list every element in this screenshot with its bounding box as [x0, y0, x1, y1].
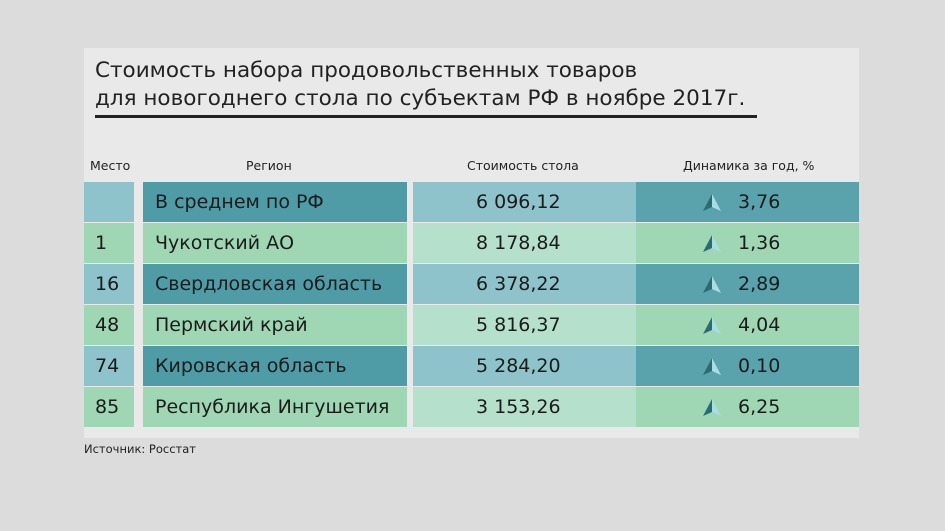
source-note: Источник: Росстат	[84, 442, 196, 456]
up-triangle-icon	[703, 399, 721, 416]
region-cell: Свердловская область	[143, 264, 407, 304]
change-cell: 4,04	[636, 305, 859, 345]
table-row: 48 Пермский край 5 816,37 4,04	[84, 305, 859, 345]
title-line-2: для новогоднего стола по субъектам РФ в …	[95, 86, 746, 111]
change-value: 6,25	[738, 396, 781, 418]
up-triangle-icon	[703, 317, 721, 334]
header-change: Динамика за год, %	[683, 158, 815, 173]
rank-cell: 48	[84, 305, 134, 345]
header-region: Регион	[246, 158, 292, 173]
rank-cell: 1	[84, 223, 134, 263]
rank-cell: 85	[84, 387, 134, 427]
up-triangle-icon	[703, 194, 721, 211]
up-triangle-icon	[703, 276, 721, 293]
rank-cell: 74	[84, 346, 134, 386]
region-cell: Пермский край	[143, 305, 407, 345]
rank-cell	[84, 182, 134, 222]
region-cell: Чукотский АО	[143, 223, 407, 263]
header-cost: Стоимость стола	[467, 158, 579, 173]
title-underline	[95, 115, 757, 118]
change-value: 0,10	[738, 355, 781, 377]
region-cell: Кировская область	[143, 346, 407, 386]
table-row: В среднем по РФ 6 096,12 3,76	[84, 182, 859, 222]
header-rank: Место	[90, 158, 131, 173]
title-line-1: Стоимость набора продовольственных товар…	[95, 58, 638, 83]
change-cell: 6,25	[636, 387, 859, 427]
change-cell: 0,10	[636, 346, 859, 386]
table-row: 85 Республика Ингушетия 3 153,26 6,25	[84, 387, 859, 427]
change-cell: 3,76	[636, 182, 859, 222]
change-value: 1,36	[738, 232, 781, 254]
region-cell: Республика Ингушетия	[143, 387, 407, 427]
table-row: 16 Свердловская область 6 378,22 2,89	[84, 264, 859, 304]
change-value: 3,76	[738, 191, 781, 213]
table-row: 74 Кировская область 5 284,20 0,10	[84, 346, 859, 386]
table-row: 1 Чукотский АО 8 178,84 1,36	[84, 223, 859, 263]
up-triangle-icon	[703, 235, 721, 252]
change-cell: 2,89	[636, 264, 859, 304]
change-value: 2,89	[738, 273, 781, 295]
change-value: 4,04	[738, 314, 781, 336]
change-cell: 1,36	[636, 223, 859, 263]
up-triangle-icon	[703, 358, 721, 375]
rank-cell: 16	[84, 264, 134, 304]
chart-title: Стоимость набора продовольственных товар…	[95, 57, 795, 113]
region-cell: В среднем по РФ	[143, 182, 407, 222]
